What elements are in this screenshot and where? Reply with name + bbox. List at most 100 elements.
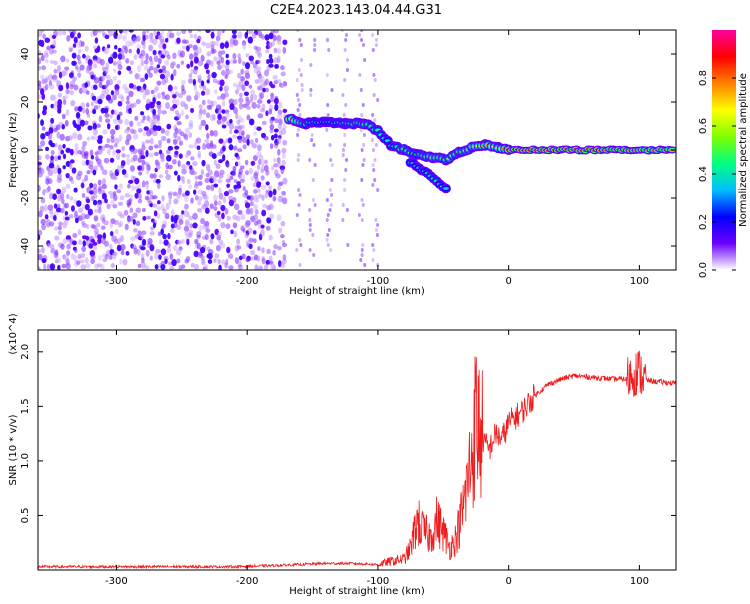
noise-cell xyxy=(93,84,98,90)
noise-cell xyxy=(121,54,126,60)
noise-cell xyxy=(134,192,139,199)
noise-cell xyxy=(172,52,177,60)
noise-cell xyxy=(112,61,117,66)
noise-cell xyxy=(89,149,94,157)
noise-cell xyxy=(250,89,256,96)
noise-cell xyxy=(202,108,207,116)
noise-cell xyxy=(77,32,81,39)
noise-cell xyxy=(136,121,142,127)
noise-cell xyxy=(234,187,239,193)
noise-cell xyxy=(78,87,83,94)
noise-cell xyxy=(229,129,233,135)
noise-cell xyxy=(129,165,135,172)
y-tick-label: 2.0 xyxy=(20,344,31,360)
noise-cell xyxy=(176,98,180,106)
noise-cell xyxy=(260,108,266,113)
streak-cell xyxy=(313,38,317,42)
noise-cell xyxy=(145,30,150,34)
noise-cell xyxy=(251,32,257,39)
noise-cell xyxy=(129,60,134,66)
noise-cell xyxy=(120,250,125,256)
noise-cell xyxy=(141,144,146,151)
noise-cell xyxy=(108,243,113,250)
noise-cell xyxy=(54,226,58,231)
noise-cell xyxy=(57,155,61,160)
noise-cell xyxy=(176,258,181,264)
noise-cell xyxy=(109,129,116,136)
noise-cell xyxy=(80,40,85,47)
noise-cell xyxy=(64,94,69,100)
noise-cell xyxy=(181,168,187,175)
noise-cell xyxy=(126,158,131,166)
noise-cell xyxy=(84,152,89,160)
noise-cell xyxy=(92,128,98,136)
streak-cell xyxy=(371,183,375,187)
noise-cell xyxy=(65,238,71,244)
noise-cell xyxy=(213,78,218,84)
streak-cell xyxy=(298,103,302,107)
noise-cell xyxy=(228,123,235,130)
noise-cell xyxy=(204,139,210,144)
noise-cell xyxy=(277,246,282,251)
noise-cell xyxy=(246,114,251,121)
noise-cell xyxy=(164,76,169,84)
noise-cell xyxy=(261,34,265,40)
noise-cell xyxy=(173,85,178,91)
noise-cell xyxy=(65,109,70,116)
streak-cell xyxy=(374,43,378,47)
noise-cell xyxy=(205,42,211,49)
streak-cell xyxy=(376,223,380,227)
noise-cell xyxy=(84,45,89,52)
streak-cell xyxy=(373,158,377,162)
noise-cell xyxy=(236,83,242,91)
noise-cell xyxy=(152,195,158,200)
noise-cell xyxy=(273,163,279,168)
noise-cell xyxy=(211,48,217,54)
noise-cell xyxy=(116,114,121,121)
noise-cell xyxy=(101,178,107,185)
noise-cell xyxy=(236,238,241,245)
noise-cell xyxy=(38,94,43,100)
streak-cell xyxy=(345,68,349,72)
noise-cell xyxy=(269,143,274,150)
noise-cell xyxy=(116,124,121,131)
noise-cell xyxy=(280,71,286,77)
streak-cell xyxy=(300,58,304,62)
noise-cell xyxy=(132,84,137,90)
noise-cell xyxy=(79,119,85,127)
noise-cell xyxy=(204,207,210,214)
noise-cell xyxy=(210,31,215,39)
noise-cell xyxy=(264,78,269,86)
noise-cell xyxy=(230,229,234,235)
noise-cell xyxy=(263,264,269,270)
noise-cell xyxy=(142,34,146,42)
noise-cell xyxy=(88,63,93,71)
noise-cell xyxy=(129,236,136,242)
noise-cell xyxy=(256,164,261,170)
noise-cell xyxy=(75,111,81,119)
noise-cell xyxy=(214,253,220,259)
x-tick-label: 0 xyxy=(505,576,511,587)
noise-cell xyxy=(261,120,267,126)
streak-cell xyxy=(325,128,329,132)
noise-cell xyxy=(237,31,243,39)
noise-cell xyxy=(44,188,51,193)
noise-cell xyxy=(92,241,98,246)
noise-cell xyxy=(124,193,131,198)
noise-cell xyxy=(232,169,236,177)
noise-cell xyxy=(137,199,143,204)
noise-cell xyxy=(204,177,210,184)
noise-cell xyxy=(237,161,241,167)
noise-cell xyxy=(233,230,238,238)
noise-cell xyxy=(157,107,162,115)
noise-cell xyxy=(72,240,77,246)
noise-cell xyxy=(188,122,193,130)
streak-cell xyxy=(308,218,312,222)
noise-cell xyxy=(240,117,245,124)
streak-cell xyxy=(328,188,332,192)
noise-cell xyxy=(38,49,42,57)
noise-cell xyxy=(92,187,98,195)
streak-cell xyxy=(311,178,315,182)
noise-cell xyxy=(248,243,253,250)
noise-cell xyxy=(237,137,243,144)
